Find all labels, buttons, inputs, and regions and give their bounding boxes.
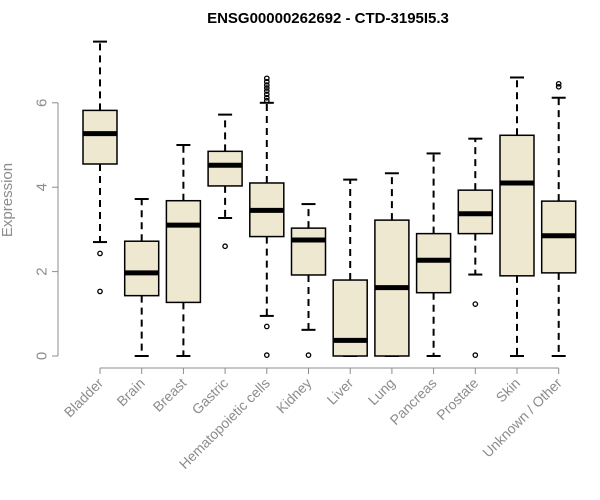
box-gastric (207, 113, 243, 250)
x-tick-label: Unknown / Other (479, 375, 565, 461)
outlier-point (97, 250, 103, 257)
outlier-point (222, 243, 228, 250)
outlier-point (472, 352, 479, 359)
outlier-point (263, 85, 270, 91)
box-liver (332, 178, 368, 357)
x-tick-label: Prostate (433, 375, 481, 423)
y-tick-label: 0 (34, 352, 51, 360)
box-pancreas (415, 152, 452, 357)
y-tick-label: 2 (34, 267, 51, 275)
outlier-point (263, 88, 270, 94)
box-prostate (457, 137, 494, 359)
box-hematopoietic-cells (249, 75, 285, 359)
outlier-point (263, 94, 270, 101)
box-unknown-other (540, 80, 577, 357)
outlier-point (263, 82, 270, 88)
x-tick-label: Breast (150, 375, 190, 415)
iqr-box (499, 134, 535, 277)
outlier-point (555, 83, 562, 90)
outlier-point (305, 352, 312, 359)
boxes-group (82, 40, 577, 359)
iqr-box (290, 227, 327, 276)
iqr-box (332, 279, 368, 357)
outlier-point (263, 75, 270, 82)
y-tick-label: 6 (34, 99, 51, 107)
chart-title: ENSG00000262692 - CTD-3195I5.3 (207, 10, 449, 27)
iqr-box (165, 199, 202, 304)
y-axis: 0 2 4 6 (34, 99, 59, 360)
box-bladder (82, 40, 118, 295)
x-tick-label: Bladder (61, 375, 107, 421)
iqr-box (415, 232, 452, 294)
x-tick-label: Kidney (273, 375, 315, 417)
outlier-point (263, 91, 270, 98)
outlier-point (97, 288, 103, 295)
x-tick-label: Brain (113, 375, 147, 409)
outlier-point (263, 97, 270, 104)
box-brain (123, 198, 160, 357)
box-kidney (290, 203, 327, 359)
y-tick-label: 4 (34, 183, 51, 191)
outlier-point (472, 301, 479, 307)
x-tick-label: Skin (493, 375, 524, 406)
iqr-box (82, 109, 118, 165)
y-axis-label: Expression (0, 163, 16, 237)
box-lung (374, 172, 410, 357)
iqr-box (123, 240, 160, 297)
box-skin (499, 76, 535, 357)
x-tick-label: Liver (324, 375, 357, 408)
outlier-point (263, 323, 270, 330)
outlier-point (263, 352, 270, 359)
outlier-point (263, 78, 270, 85)
iqr-box (207, 150, 243, 187)
outlier-point (555, 80, 562, 87)
x-tick-label: Lung (365, 375, 398, 408)
box-breast (165, 144, 202, 357)
